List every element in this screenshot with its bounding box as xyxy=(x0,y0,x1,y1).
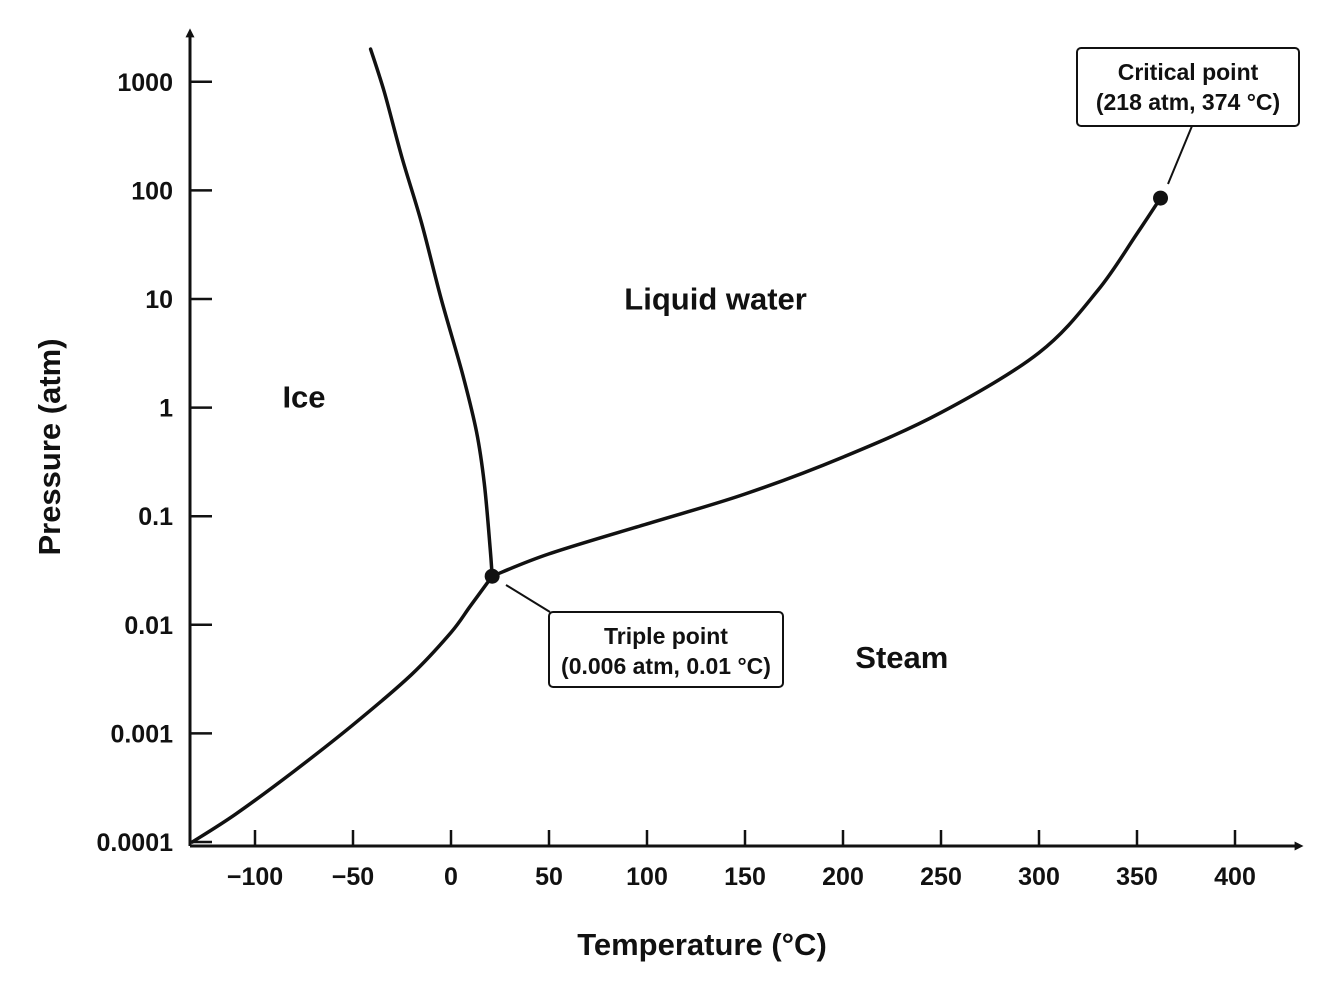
y-tick-label: 1 xyxy=(159,395,173,423)
triple-callout-text: Triple point xyxy=(604,623,728,649)
y-tick-label: 0.001 xyxy=(110,720,173,748)
axis-ticks: −100 −50 0 50 100 150 200 250 300 350 400 0.0001 0.0… xyxy=(97,69,1256,891)
critical-leader-line xyxy=(1167,125,1193,185)
triple-point-marker xyxy=(484,568,500,584)
critical-callout-text: Critical point xyxy=(1118,59,1259,85)
x-tick-label: 400 xyxy=(1214,863,1256,891)
x-tick-label: −100 xyxy=(227,863,283,891)
critical-callout-box xyxy=(1076,47,1300,127)
x-tick-label: 100 xyxy=(626,863,668,891)
triple-callout-text: (0.006 atm, 0.01 °C) xyxy=(561,653,771,679)
vaporization-curve xyxy=(490,196,1163,578)
melting-curve xyxy=(368,47,494,578)
y-tick-label: 0.1 xyxy=(138,503,173,531)
region-label-liquid: Liquid water xyxy=(624,282,807,317)
phase-boundaries xyxy=(190,47,1163,844)
y-tick-label: 0.0001 xyxy=(97,829,174,857)
region-label-ice: Ice xyxy=(282,380,325,415)
triple-callout-box xyxy=(548,611,784,688)
x-tick-label: 150 xyxy=(724,863,766,891)
critical-point-marker xyxy=(1153,190,1169,206)
y-tick-label: 100 xyxy=(131,177,173,205)
y-axis-label: Pressure (atm) xyxy=(32,338,67,555)
x-tick-label: 350 xyxy=(1116,863,1158,891)
x-axis-label: Temperature (°C) xyxy=(577,927,827,962)
x-tick-label: 250 xyxy=(920,863,962,891)
y-tick-label: 10 xyxy=(145,286,173,314)
point-callouts: Triple point (0.006 atm, 0.01 °C) Critical… xyxy=(484,47,1300,688)
x-tick-label: 300 xyxy=(1018,863,1060,891)
y-tick-label: 1000 xyxy=(117,69,173,97)
sublimation-curve xyxy=(190,574,494,844)
x-tick-label: −50 xyxy=(332,863,374,891)
x-tick-label: 0 xyxy=(444,863,458,891)
x-tick-label: 50 xyxy=(535,863,563,891)
region-labels: Ice Liquid water Steam xyxy=(282,282,948,675)
triple-leader-line xyxy=(505,584,551,613)
y-tick-label: 0.01 xyxy=(124,612,173,640)
x-tick-label: 200 xyxy=(822,863,864,891)
region-label-steam: Steam xyxy=(855,640,948,675)
critical-callout-text: (218 atm, 374 °C) xyxy=(1096,89,1280,115)
